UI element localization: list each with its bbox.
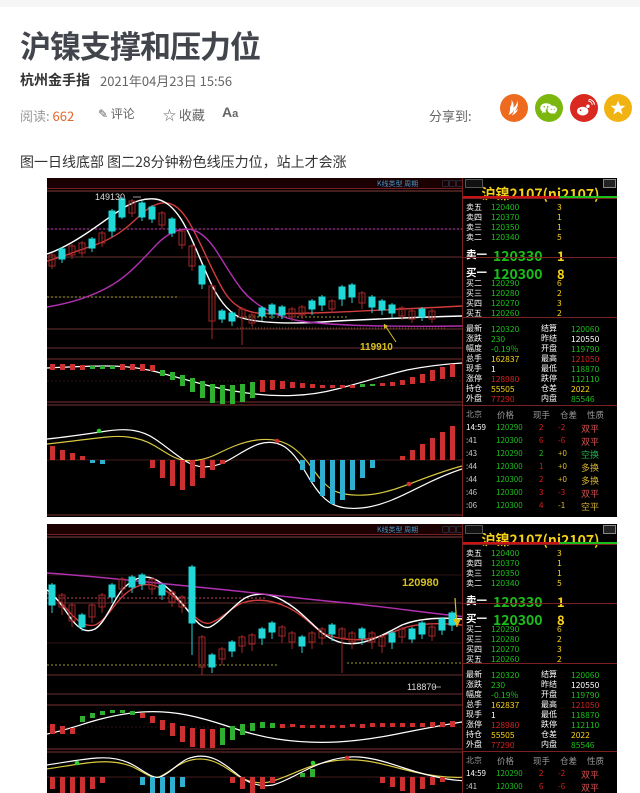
svg-text:149130: 149130 <box>95 192 125 202</box>
svg-text:118870: 118870 <box>407 682 436 692</box>
svg-text:119910: 119910 <box>360 342 393 353</box>
